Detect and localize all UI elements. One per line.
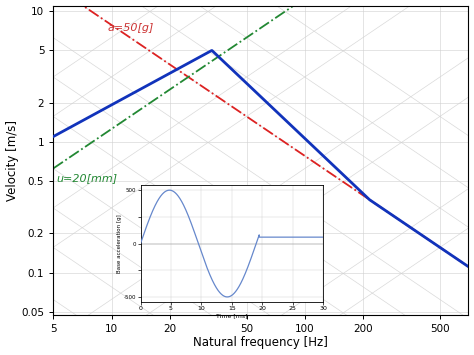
Y-axis label: Velocity [m/s]: Velocity [m/s] [6, 120, 18, 201]
Text: u=20[mm]: u=20[mm] [57, 173, 118, 184]
Text: a=50[g]: a=50[g] [107, 23, 154, 33]
X-axis label: Natural frequency [Hz]: Natural frequency [Hz] [193, 337, 328, 349]
